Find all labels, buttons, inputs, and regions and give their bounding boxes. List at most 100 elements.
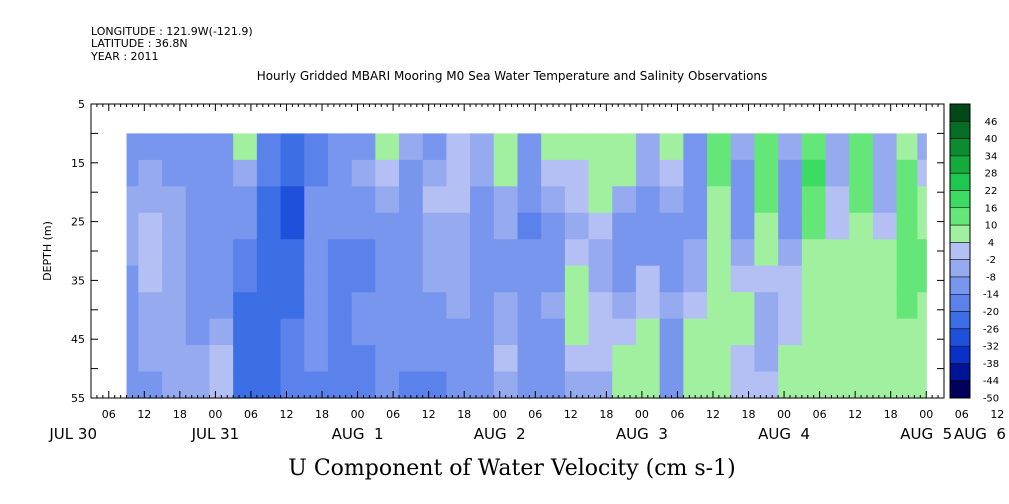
heatmap-cell xyxy=(754,265,779,293)
heatmap-cell xyxy=(564,159,590,187)
heatmap-cell xyxy=(825,265,850,293)
heatmap-cell xyxy=(162,371,187,399)
heatmap-cell xyxy=(564,239,590,267)
heatmap-cell xyxy=(185,292,211,320)
heatmap-cell xyxy=(185,345,211,373)
heatmap-cell xyxy=(233,265,258,293)
heatmap-cell xyxy=(126,239,139,267)
heatmap-cell xyxy=(730,133,756,161)
heatmap-cell xyxy=(730,159,756,187)
heatmap-cell xyxy=(162,186,187,214)
heatmap-cell xyxy=(635,212,661,240)
heatmap-cell xyxy=(896,371,918,399)
heatmap-cell xyxy=(778,371,803,399)
heatmap-cell xyxy=(778,318,803,346)
heatmap-cell xyxy=(683,133,708,161)
heatmap-cell xyxy=(778,292,803,320)
heatmap-cell xyxy=(801,239,827,267)
heatmap-cell xyxy=(612,212,637,240)
heatmap-cell xyxy=(399,345,424,373)
heatmap-cell xyxy=(896,318,918,346)
heatmap-cell xyxy=(707,292,732,320)
heatmap-cell xyxy=(517,371,542,399)
heatmap-cell xyxy=(849,318,874,346)
heatmap-cell xyxy=(422,186,448,214)
colorbar-label: 28 xyxy=(985,169,998,180)
heatmap-cell xyxy=(872,345,898,373)
heatmap-cell xyxy=(517,292,542,320)
x-day-label: AUG 1 xyxy=(332,425,384,443)
heatmap-cell xyxy=(517,265,542,293)
heatmap-cell xyxy=(162,159,187,187)
x-day-labels: JUL 30 JUL 31 AUG 1 AUG 2 AUG 3 AUG 4 AUG 5 AUG… xyxy=(48,425,1006,443)
heatmap-cell xyxy=(730,239,756,267)
x-axis-label: U Component of Water Velocity (cm s-1) xyxy=(288,456,735,481)
heatmap-cell xyxy=(470,318,495,346)
heatmap-cell xyxy=(399,133,424,161)
heatmap-cell xyxy=(564,133,590,161)
heatmap-cell xyxy=(588,345,613,373)
heatmap-cell xyxy=(825,318,850,346)
heatmap-cell xyxy=(351,318,376,346)
colorbar-label: -32 xyxy=(983,342,999,353)
x-tick-label: 12 xyxy=(706,408,720,421)
heatmap-cell xyxy=(209,345,234,373)
x-tick-label: 12 xyxy=(990,408,1004,421)
heatmap-cell xyxy=(185,318,211,346)
heatmap-cell xyxy=(375,318,400,346)
heatmap-cell xyxy=(683,318,708,346)
heatmap-cell xyxy=(493,186,519,214)
heatmap-cell xyxy=(588,186,613,214)
colorbar-label: -2 xyxy=(986,255,996,266)
heatmap-cell xyxy=(849,371,874,399)
colorbar-swatch xyxy=(950,328,970,347)
x-tick-label: 12 xyxy=(279,408,293,421)
longitude-label: LONGITUDE : 121.9W(-121.9) xyxy=(91,25,253,38)
heatmap-cell xyxy=(801,371,827,399)
heatmap-cell xyxy=(446,265,471,293)
heatmap-cell xyxy=(209,292,234,320)
heatmap-cell xyxy=(493,371,519,399)
heatmap-cell xyxy=(541,239,566,267)
heatmap-cell xyxy=(233,292,258,320)
y-tick-label: 55 xyxy=(71,392,85,405)
heatmap-cell xyxy=(612,371,637,399)
heatmap-cell xyxy=(683,212,708,240)
heatmap-cell xyxy=(659,186,684,214)
heatmap-cell xyxy=(351,159,376,187)
heatmap-cell xyxy=(659,239,684,267)
heatmap-cell xyxy=(683,186,708,214)
heatmap-cell xyxy=(778,159,803,187)
heatmap-cell xyxy=(612,318,637,346)
heatmap-cell xyxy=(185,371,211,399)
heatmap-cell xyxy=(896,345,918,373)
x-tick-label: 18 xyxy=(884,408,898,421)
heatmap-cell xyxy=(493,133,519,161)
y-tick-label: 45 xyxy=(71,333,85,346)
heatmap-cell xyxy=(849,345,874,373)
heatmap-cell xyxy=(588,239,613,267)
heatmap-cell xyxy=(659,318,684,346)
heatmap-cell xyxy=(209,318,234,346)
heatmap-cell xyxy=(126,159,139,187)
heatmap-cell xyxy=(825,186,850,214)
heatmap-cell xyxy=(446,159,471,187)
heatmap-cell xyxy=(185,265,211,293)
heatmap-cell xyxy=(801,212,827,240)
heatmap-cell xyxy=(233,133,258,161)
heatmap-cell xyxy=(446,133,471,161)
heatmap-cell xyxy=(209,186,234,214)
heatmap-cell xyxy=(209,265,234,293)
heatmap-cell xyxy=(896,292,918,320)
heatmap-cell xyxy=(162,318,187,346)
x-tick-label: 12 xyxy=(848,408,862,421)
heatmap-cell xyxy=(896,159,918,187)
x-tick-label: 06 xyxy=(670,408,684,421)
heatmap-cell xyxy=(683,265,708,293)
heatmap-cell xyxy=(517,186,542,214)
heatmap-cell xyxy=(730,212,756,240)
heatmap-cell xyxy=(422,212,448,240)
heatmap-cell xyxy=(327,159,353,187)
heatmap-cell xyxy=(707,345,732,373)
x-tick-label: 18 xyxy=(599,408,613,421)
